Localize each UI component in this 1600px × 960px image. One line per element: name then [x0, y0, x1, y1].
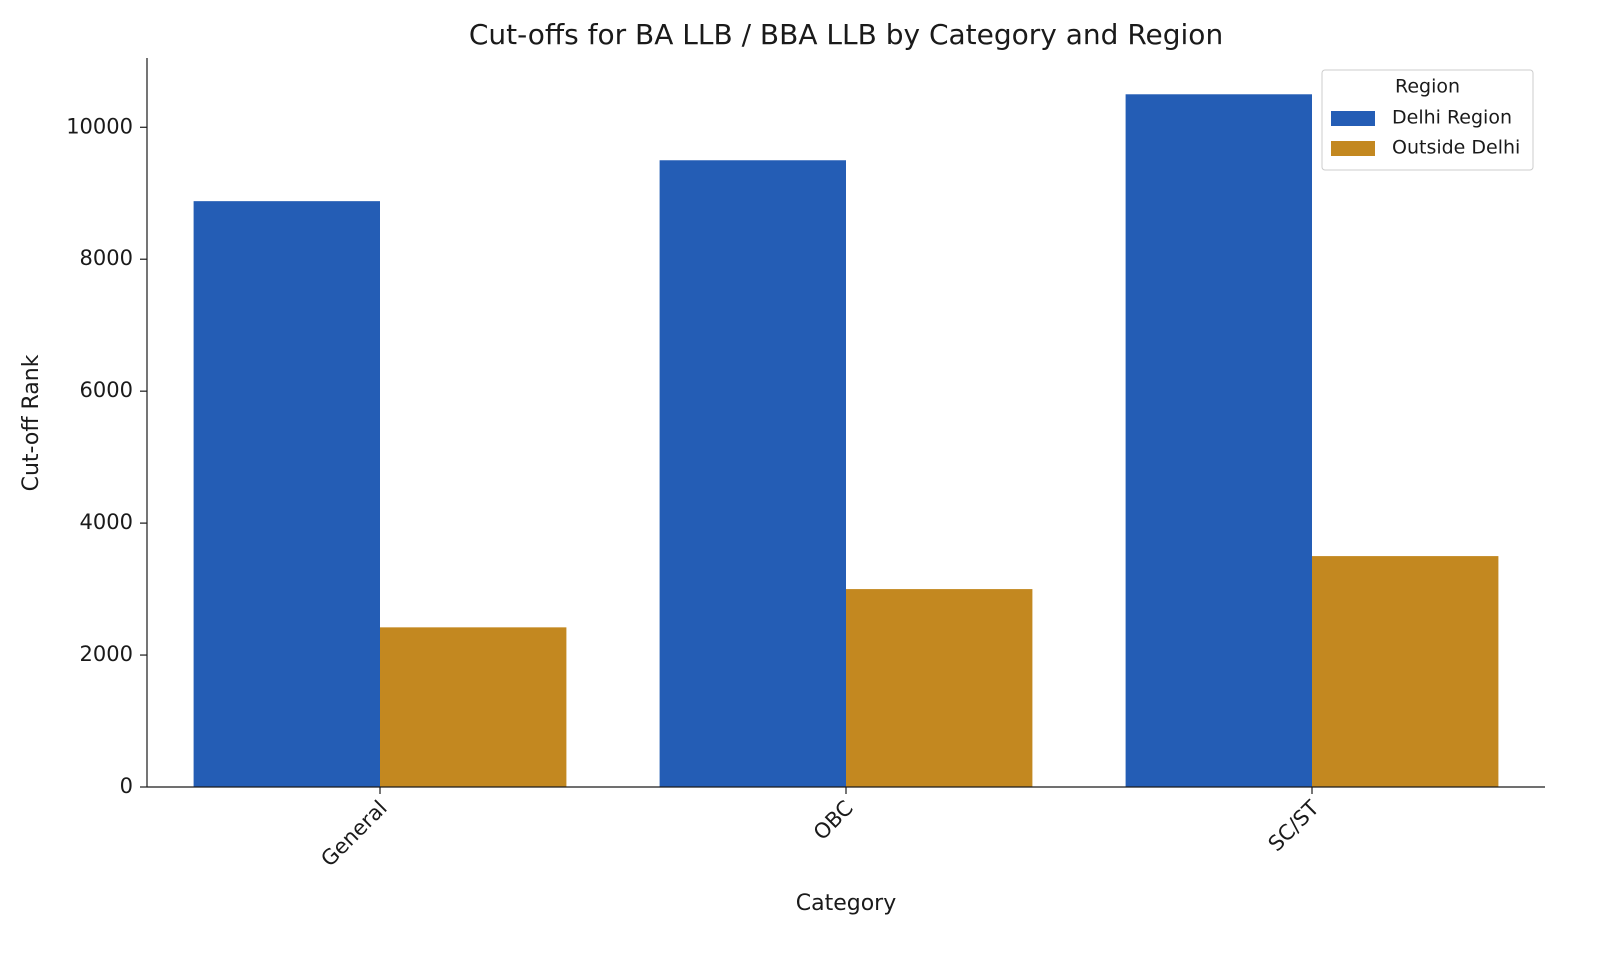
y-axis-label: Cut-off Rank	[19, 354, 44, 491]
bar	[1312, 556, 1499, 787]
y-tick-label: 6000	[80, 378, 133, 402]
legend-title: Region	[1395, 76, 1460, 98]
legend-label: Delhi Region	[1392, 107, 1512, 129]
bar	[1125, 94, 1312, 788]
y-tick-label: 4000	[80, 510, 133, 534]
bar	[380, 627, 567, 787]
y-tick-label: 0	[120, 774, 133, 798]
legend-swatch	[1331, 141, 1375, 156]
chart-title: Cut-offs for BA LLB / BBA LLB by Categor…	[469, 18, 1223, 51]
y-tick-label: 10000	[66, 114, 133, 138]
legend-swatch	[1331, 111, 1375, 126]
x-tick-label: OBC	[809, 796, 858, 845]
x-tick-label: General	[316, 796, 391, 871]
legend-label: Outside Delhi	[1392, 137, 1520, 159]
y-tick-label: 2000	[80, 642, 133, 666]
x-tick-label: SC/ST	[1264, 796, 1324, 856]
bar	[193, 201, 380, 788]
y-tick-label: 8000	[80, 246, 133, 270]
x-axis-label: Category	[796, 891, 897, 916]
bar	[659, 160, 846, 787]
bar	[846, 589, 1033, 787]
